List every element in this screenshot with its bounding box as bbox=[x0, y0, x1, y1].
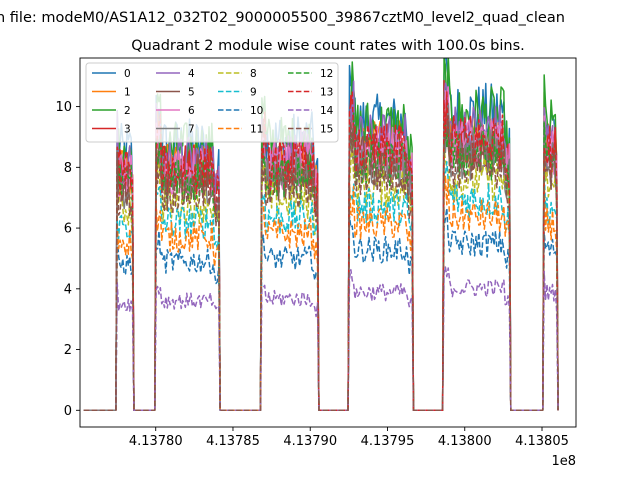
y-axis: 0 2 4 6 8 10 bbox=[55, 100, 80, 419]
legend-label-0: 0 bbox=[124, 68, 131, 80]
x-tick-label: 4.13795 bbox=[361, 434, 415, 449]
legend-label-3: 3 bbox=[124, 124, 131, 136]
axes-frame bbox=[79, 57, 577, 428]
y-tick-label: 2 bbox=[64, 343, 72, 358]
figure-suptitle: n file: modeM0/AS1A12_032T02_9000005500_… bbox=[0, 10, 565, 26]
legend-label-11: 11 bbox=[250, 124, 263, 136]
y-tick-label: 8 bbox=[64, 161, 72, 176]
legend-label-12: 12 bbox=[320, 68, 333, 80]
series-line-14 bbox=[83, 266, 559, 412]
x-axis: 4.13780 4.13785 4.13790 4.13795 4.13800 4.138… bbox=[129, 427, 569, 449]
x-tick-label: 4.13790 bbox=[283, 434, 337, 449]
legend-box bbox=[85, 62, 339, 143]
legend-label-1: 1 bbox=[124, 87, 131, 99]
y-tick-label: 10 bbox=[55, 100, 72, 115]
x-tick-label: 4.13780 bbox=[129, 434, 183, 449]
x-offset-label: 1e8 bbox=[551, 454, 576, 469]
legend-label-8: 8 bbox=[250, 68, 257, 80]
x-tick-label: 4.13785 bbox=[206, 434, 260, 449]
legend-label-6: 6 bbox=[188, 105, 195, 117]
legend-label-13: 13 bbox=[320, 87, 333, 99]
series-line-15 bbox=[83, 114, 559, 412]
legend-label-7: 7 bbox=[188, 124, 195, 136]
series-group bbox=[83, 58, 559, 412]
series-line-9 bbox=[83, 161, 559, 412]
legend-label-2: 2 bbox=[124, 105, 131, 117]
y-tick-label: 4 bbox=[64, 282, 72, 297]
legend-label-15: 15 bbox=[320, 124, 333, 136]
legend-label-14: 14 bbox=[320, 105, 334, 117]
y-tick-label: 0 bbox=[64, 404, 72, 419]
legend-label-5: 5 bbox=[188, 87, 195, 99]
legend-label-4: 4 bbox=[188, 68, 195, 80]
chart-title: Quadrant 2 module wise count rates with … bbox=[131, 38, 525, 54]
series-line-13 bbox=[83, 91, 559, 412]
legend-label-10: 10 bbox=[250, 105, 263, 117]
x-tick-label: 4.13805 bbox=[515, 434, 569, 449]
x-tick-label: 4.13800 bbox=[438, 434, 492, 449]
legend-label-9: 9 bbox=[250, 87, 257, 99]
y-tick-label: 6 bbox=[64, 222, 72, 237]
